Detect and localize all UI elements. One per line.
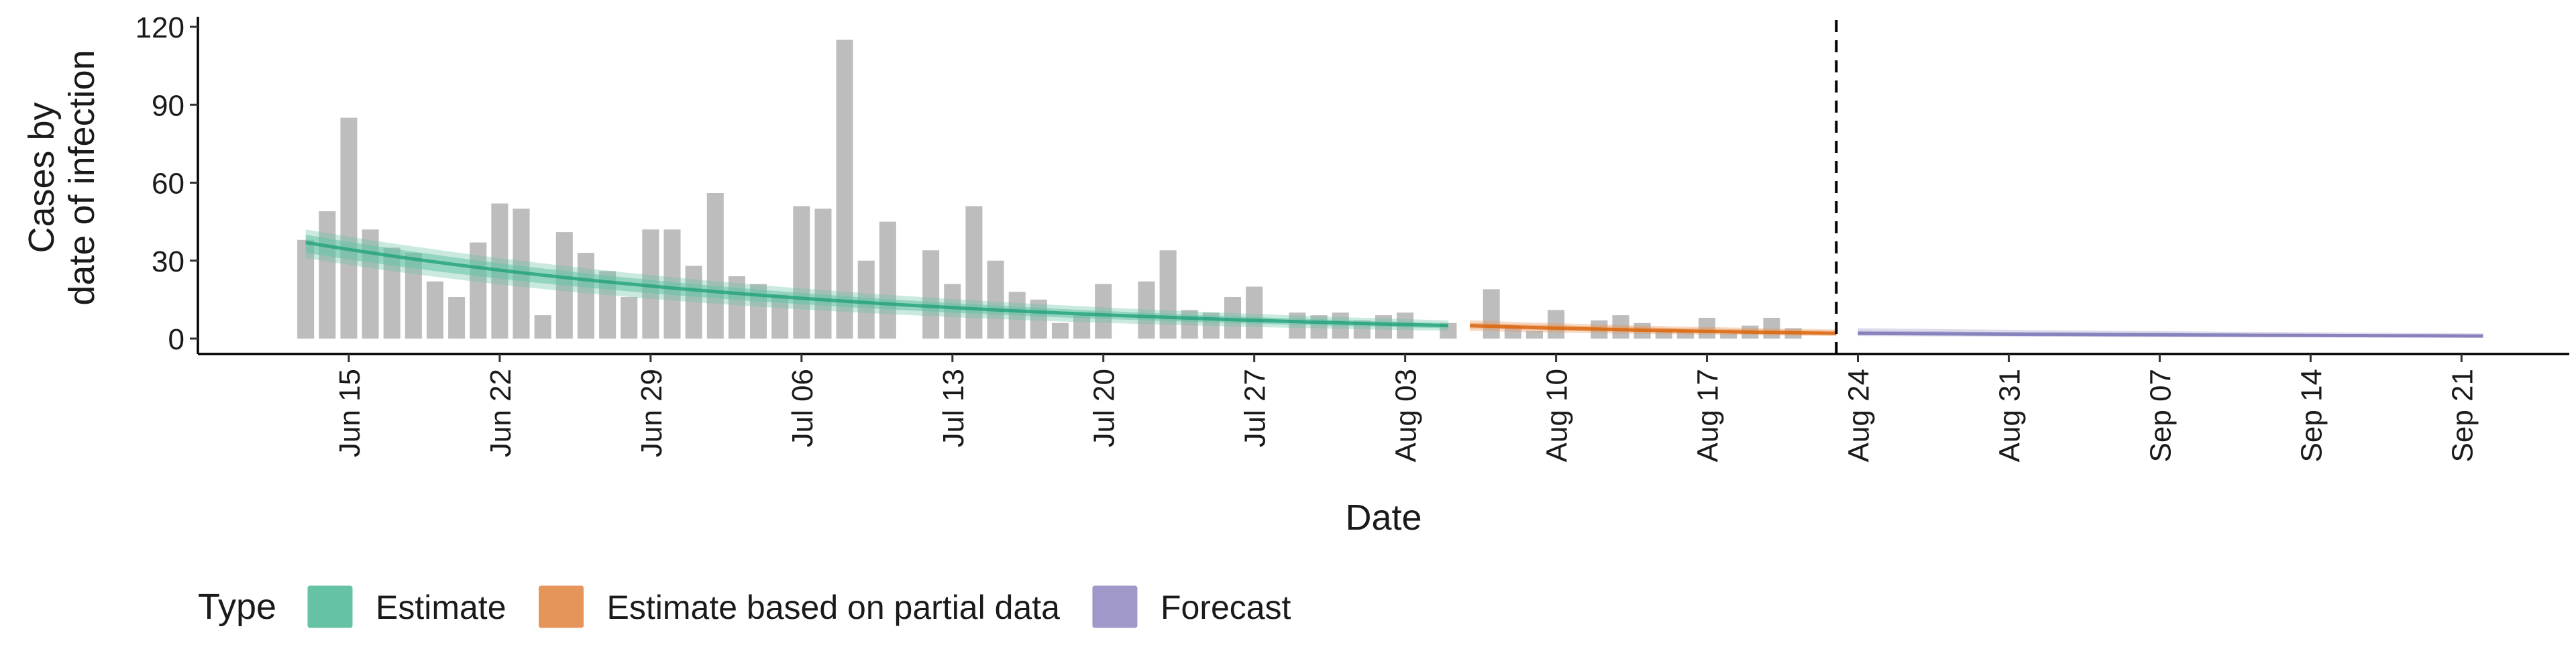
x-tick-label: Aug 10 — [1541, 369, 1574, 462]
bar — [965, 206, 983, 339]
band-inner — [305, 235, 1448, 329]
x-tick-label: Sep 14 — [2295, 369, 2328, 462]
bar — [1289, 312, 1306, 339]
bar — [1159, 250, 1177, 339]
bar — [1051, 322, 1069, 339]
bar — [1030, 299, 1047, 339]
bar — [1763, 318, 1780, 339]
bar — [706, 193, 724, 339]
legend-swatch — [539, 585, 584, 628]
bar — [728, 276, 745, 339]
bar — [987, 260, 1004, 339]
x-tick-label: Sep 07 — [2144, 369, 2177, 462]
bar — [793, 206, 810, 339]
x-tick-label: Jun 22 — [484, 369, 517, 457]
bar — [836, 40, 853, 339]
legend-label: Estimate — [376, 589, 506, 626]
x-tick-label: Aug 03 — [1390, 369, 1423, 462]
bar — [448, 297, 466, 339]
bar — [1073, 315, 1091, 339]
bar — [1676, 331, 1694, 339]
bar — [470, 242, 487, 339]
bar — [534, 315, 551, 339]
bar — [814, 209, 832, 339]
y-axis-title-line: Cases by — [21, 102, 62, 253]
legend-swatch — [1092, 585, 1138, 628]
bar — [1699, 318, 1716, 339]
bar — [1246, 286, 1263, 339]
x-tick-label: Sep 21 — [2446, 369, 2479, 462]
bar — [340, 117, 358, 339]
y-tick-label: 0 — [168, 323, 184, 356]
legend-title: Type — [198, 587, 276, 627]
y-axis-title-line: date of infection — [62, 50, 102, 305]
bar — [879, 221, 896, 339]
x-tick-label: Jul 13 — [937, 369, 970, 447]
y-axis-title: Cases bydate of infection — [21, 50, 102, 305]
bar — [577, 253, 594, 339]
bars-group — [297, 40, 1802, 339]
legend-label: Estimate based on partial data — [607, 589, 1061, 626]
lines-group — [305, 241, 2483, 338]
labels-group: Date Cases bydate of infection — [21, 50, 1422, 538]
y-tick-label: 90 — [152, 89, 184, 122]
x-tick-label: Jun 29 — [635, 369, 668, 457]
legend-group: Type Estimate Estimate based on partial da… — [198, 585, 1291, 628]
axes-group: 0 30 60 90 120 Jun 15 Jun 22 Jun 29 Jul 06 Jul 13… — [136, 11, 2569, 462]
bar — [1138, 281, 1155, 339]
bar — [922, 250, 940, 339]
bar — [297, 239, 315, 339]
x-tick-label: Aug 24 — [1843, 369, 1876, 462]
bar — [1655, 331, 1672, 339]
series-line — [1858, 331, 2483, 338]
y-tick-label: 60 — [152, 168, 184, 200]
y-tick-label: 30 — [152, 245, 184, 278]
bar — [426, 281, 444, 339]
bar — [621, 297, 638, 339]
x-tick-label: Jun 15 — [333, 369, 366, 457]
bar — [1548, 310, 1565, 339]
bar — [685, 266, 702, 339]
x-tick-label: Jul 06 — [786, 369, 819, 447]
legend-label: Forecast — [1161, 589, 1291, 626]
bar — [1525, 331, 1543, 339]
x-tick-label: Jul 27 — [1239, 369, 1272, 447]
x-tick-label: Jul 20 — [1088, 369, 1121, 447]
series-line — [1469, 324, 1837, 335]
bar — [1720, 333, 1737, 339]
x-tick-label: Aug 31 — [1993, 369, 2026, 462]
legend-swatch — [307, 585, 353, 628]
y-tick-label: 120 — [136, 11, 184, 44]
bar — [1483, 289, 1500, 339]
series-line — [305, 241, 1448, 328]
bar — [319, 211, 336, 339]
x-axis-title: Date — [1345, 497, 1421, 538]
x-tick-label: Aug 17 — [1692, 369, 1725, 462]
